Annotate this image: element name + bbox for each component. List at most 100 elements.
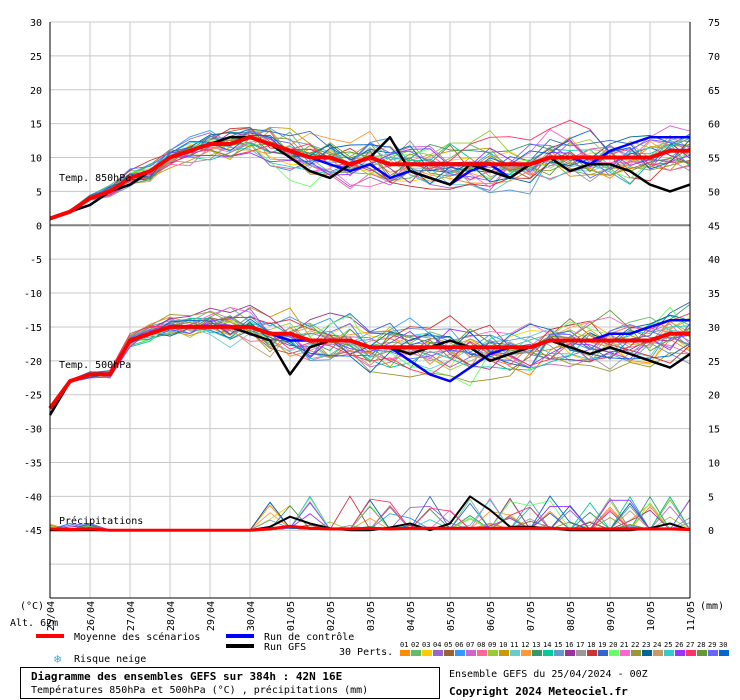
member-line [49,312,691,409]
pert-swatch [642,650,652,656]
pert-swatch [620,650,630,656]
x-tick-label: 28/04 [166,601,177,631]
left-tick-label: -20 [24,357,42,368]
pert-id-label: 14 [543,641,551,649]
x-tick-label: 26/04 [86,601,97,631]
pert-swatch [400,650,410,656]
pert-swatch [466,650,476,656]
left-tick-label: -45 [24,526,42,537]
left-tick-label: -5 [30,255,42,266]
altitude-label: Alt. 62m [10,618,58,629]
left-tick-label: -40 [24,492,42,503]
right-tick-label: 55 [708,154,720,165]
left-tick-label: -25 [24,391,42,402]
pert-swatch [444,650,454,656]
legend-control-label: Run de contrôle [264,631,354,643]
right-tick-label: 70 [708,52,720,63]
right-tick-label: 15 [708,425,720,436]
pert-swatch [708,650,718,656]
right-tick-label: 65 [708,86,720,97]
x-axis-ticks: 25/04 26/04 27/04 28/04 29/04 30/04 01/05 02/05… [46,601,697,631]
pert-swatch [543,650,553,656]
pert-legend: 01 02 03 04 05 06 07 08 09 10 11 12 13 14 15 16 17 18 19 20… [400,641,729,656]
member-line [49,130,691,219]
x-tick-label: 25/04 [46,601,57,631]
member-line [49,311,691,409]
pert-id-label: 03 [422,641,430,649]
x-tick-label: 05/05 [446,601,457,631]
member-line [49,128,691,219]
mean-t850-line [49,135,690,221]
pert-id-label: 05 [444,641,452,649]
pert-id-label: 16 [565,641,573,649]
pert-swatch [697,650,707,656]
pert-id-label: 11 [510,641,518,649]
right-tick-label: 5 [708,492,714,503]
right-tick-label: 75 [708,18,720,29]
left-tick-label: 5 [36,187,42,198]
pert-id-label: 28 [697,641,705,649]
right-tick-label: 30 [708,323,720,334]
pert-swatch [422,650,432,656]
title-box: Diagramme des ensembles GEFS sur 384h : … [20,667,440,699]
right-tick-label: 50 [708,187,720,198]
pert-swatch [554,650,564,656]
chart-subtitle: Températures 850hPa et 500hPa (°C) , pré… [31,685,369,696]
member-line [49,129,691,219]
pert-id-label: 27 [686,641,694,649]
pert-id-label: 22 [631,641,639,649]
pert-swatch [631,650,641,656]
pert-id-label: 26 [675,641,683,649]
left-tick-label: 30 [30,18,42,29]
pert-id-label: 25 [664,641,672,649]
left-tick-label: 10 [30,154,42,165]
pert-id-label: 23 [642,641,650,649]
x-tick-label: 07/05 [526,601,537,631]
member-line [49,315,691,409]
x-tick-label: 30/04 [246,601,257,631]
x-tick-label: 08/05 [566,601,577,631]
pert-swatch [598,650,608,656]
pert-swatch [455,650,465,656]
pert-id-label: 07 [466,641,474,649]
right-tick-label: 35 [708,289,720,300]
run-info: Ensemble GEFS du 25/04/2024 - 00Z [449,669,648,680]
left-tick-label: 0 [36,221,42,232]
pert-swatch [587,650,597,656]
pert-swatch [686,650,696,656]
x-tick-label: 10/05 [646,601,657,631]
pert-id-label: 21 [620,641,628,649]
x-tick-label: 01/05 [286,601,297,631]
right-tick-label: 20 [708,391,720,402]
right-tick-label: 60 [708,120,720,131]
member-line [49,304,691,409]
pert-swatch [653,650,663,656]
member-line [49,132,691,219]
grid-lines [49,21,691,598]
t850-label: Temp. 850hPa [59,173,131,184]
right-tick-label: 45 [708,221,720,232]
pert-id-label: 19 [598,641,606,649]
left-tick-label: -10 [24,289,42,300]
pert-swatch [521,650,531,656]
x-tick-label: 11/05 [686,601,697,631]
legend-gfs-label: Run GFS [264,642,306,653]
pert-swatch [477,650,487,656]
pert-swatch [510,650,520,656]
x-tick-label: 02/05 [326,601,337,631]
left-tick-label: -30 [24,425,42,436]
pert-id-label: 04 [433,641,441,649]
left-tick-label: 20 [30,86,42,97]
member-line [49,119,691,219]
legend-snow-label: Risque neige [74,654,146,665]
left-axis-ticks: 30 25 20 15 10 5 0 -5 -10 -15 -20 -25 -30 -35 -40 -45 [24,18,42,537]
pert-swatch [488,650,498,656]
pert-swatch [499,650,509,656]
pert-id-label: 09 [488,641,496,649]
pert-swatch [664,650,674,656]
x-tick-label: 09/05 [606,601,617,631]
x-tick-label: 03/05 [366,601,377,631]
pert-id-label: 30 [719,641,727,649]
right-tick-label: 25 [708,357,720,368]
